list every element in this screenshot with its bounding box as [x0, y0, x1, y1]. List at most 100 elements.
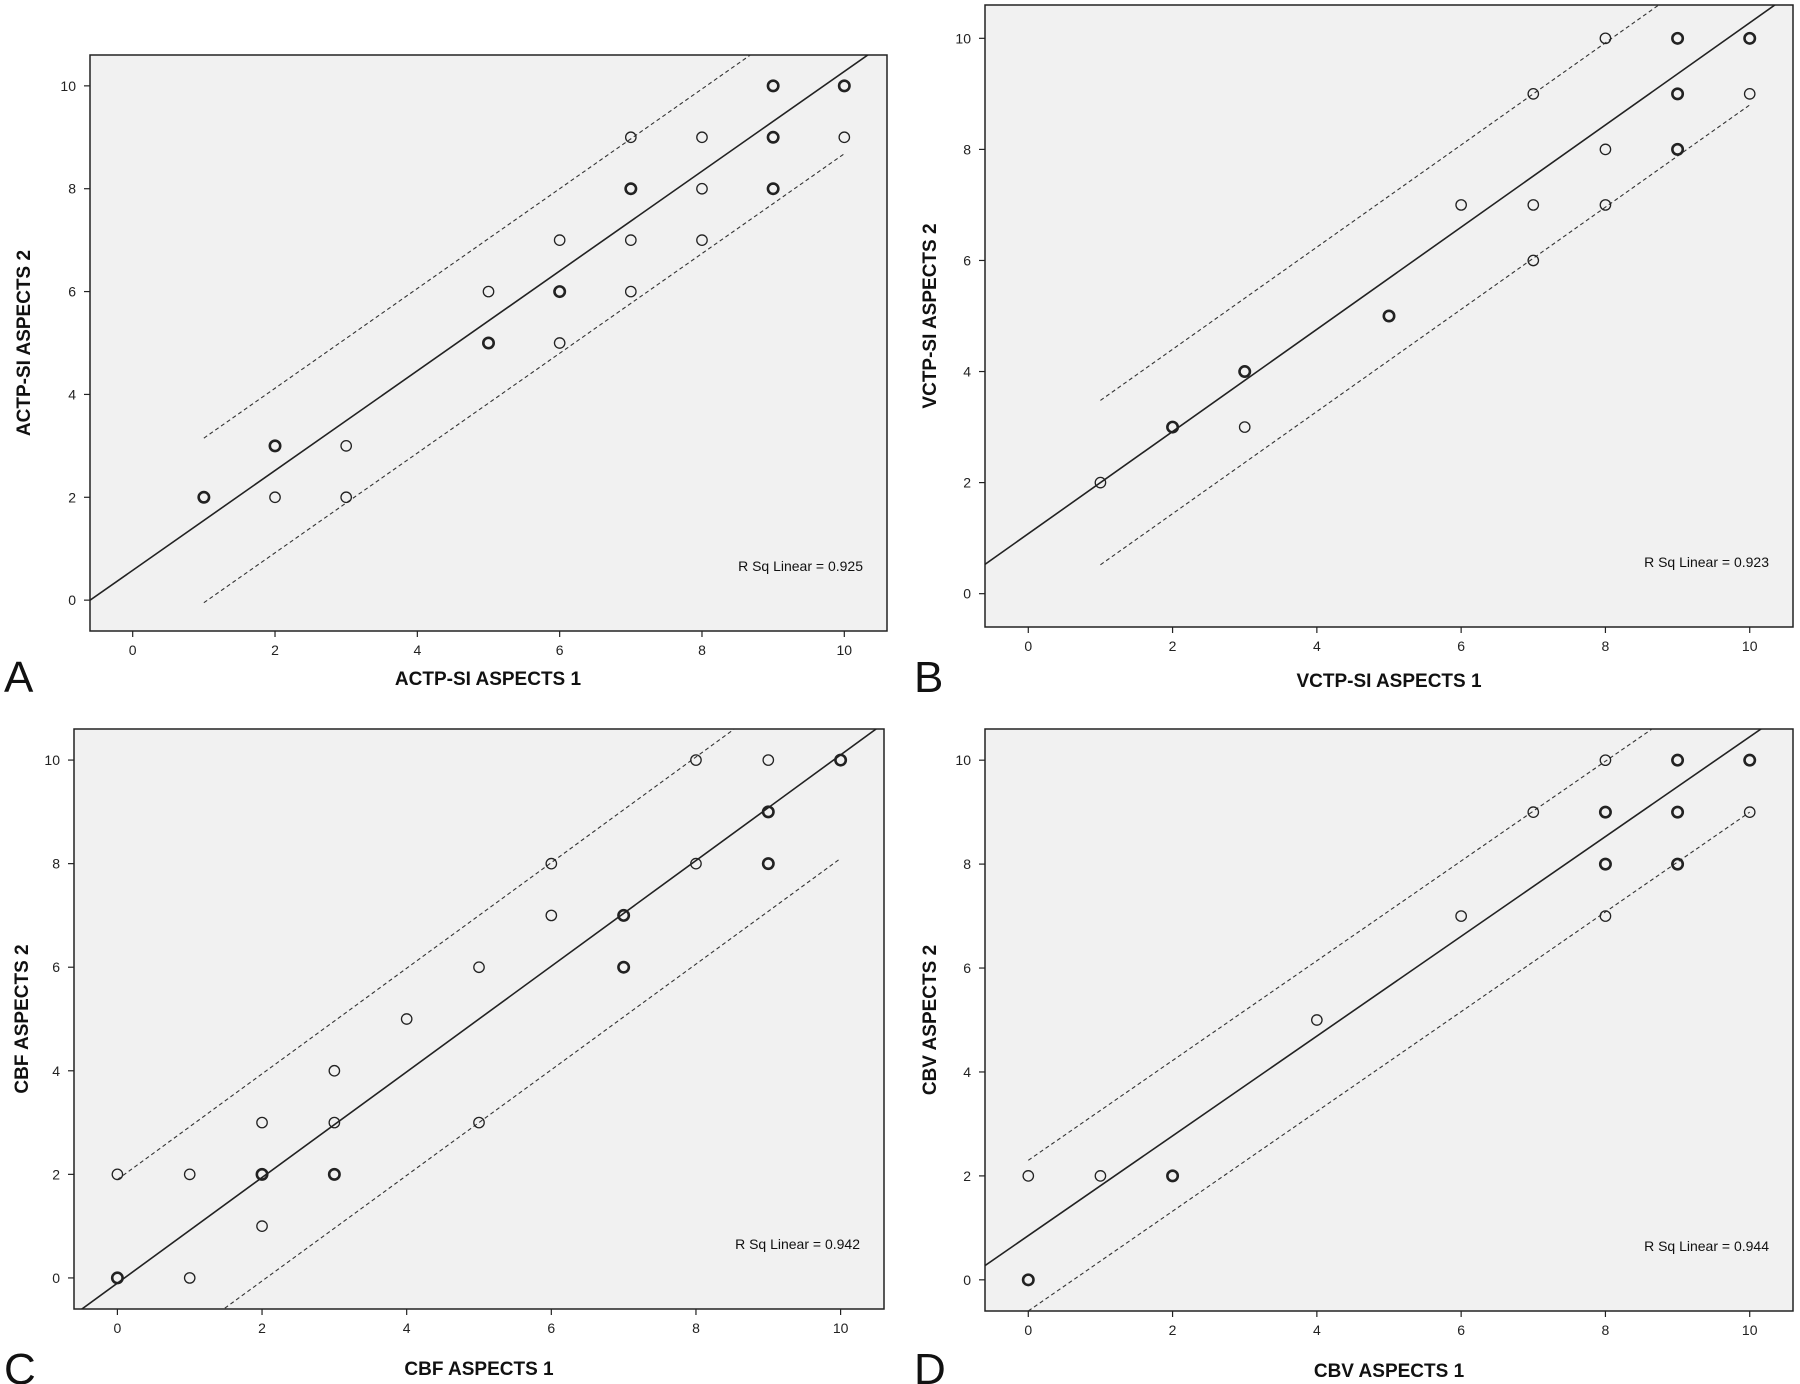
x-tick-label-a-2: 2	[271, 642, 279, 658]
panel-d: D CBV ASPECTS 1 CBV ASPECTS 2 0 2 4 6 8 10 0 2 4…	[914, 728, 1794, 1384]
data-point-d-9-8	[1671, 857, 1685, 871]
data-point-c-9-9	[761, 805, 775, 819]
data-point-a-3-2	[340, 491, 353, 504]
data-point-c-3-3	[328, 1116, 341, 1129]
x-tick-label-b-10: 10	[1742, 638, 1758, 654]
data-point-c-3-4	[328, 1064, 341, 1077]
data-point-a-8-8	[696, 182, 708, 195]
data-point-c-7-6	[617, 960, 631, 974]
data-point-a-2-2	[269, 491, 281, 504]
data-point-c-7-7	[617, 908, 631, 922]
x-axis-title-c: CBF ASPECTS 1	[404, 1359, 554, 1380]
y-tick-label-a-6: 6	[68, 284, 76, 300]
data-point-a-8-9	[696, 131, 708, 144]
data-point-a-8-7	[696, 234, 708, 246]
data-point-d-10-10	[1743, 753, 1757, 767]
r-squared-annotation-d: R Sq Linear = 0.944	[1644, 1238, 1769, 1254]
x-axis-title-d: CBV ASPECTS 1	[1314, 1361, 1465, 1382]
y-tick-label-a-10: 10	[60, 78, 76, 94]
x-tick-label-a-6: 6	[556, 642, 564, 658]
plot-area-d	[984, 728, 1794, 1312]
data-point-d-6-7	[1455, 910, 1467, 922]
data-point-c-3-2	[327, 1167, 341, 1181]
data-point-d-8-9	[1598, 805, 1612, 819]
x-tick-label-d-8: 8	[1602, 1322, 1610, 1338]
y-tick-label-b-2: 2	[963, 475, 971, 491]
x-tick-label-a-10: 10	[837, 642, 853, 658]
data-point-a-6-6	[553, 285, 567, 299]
data-point-b-1-2	[1094, 476, 1107, 489]
upper-interval-line-d	[1027, 729, 1653, 1161]
data-point-a-9-9	[766, 130, 780, 144]
data-point-c-5-3	[473, 1116, 485, 1129]
panel-letter-c: C	[4, 1345, 36, 1384]
data-point-b-8-10	[1599, 32, 1612, 45]
y-axis-title-c: CBF ASPECTS 2	[12, 944, 33, 1093]
data-point-c-6-8	[545, 857, 558, 870]
plot-area-a	[89, 54, 888, 632]
y-tick-label-b-0: 0	[963, 586, 971, 602]
y-tick-label-c-6: 6	[52, 959, 60, 975]
x-tick-label-d-0: 0	[1024, 1322, 1032, 1338]
data-point-b-9-10	[1671, 31, 1685, 45]
y-tick-label-d-2: 2	[963, 1168, 971, 1184]
r-squared-annotation-b: R Sq Linear = 0.923	[1644, 554, 1769, 570]
x-tick-label-d-2: 2	[1169, 1322, 1177, 1338]
y-tick-label-a-0: 0	[68, 592, 76, 608]
y-tick-label-b-4: 4	[963, 364, 971, 380]
data-point-b-9-9	[1671, 87, 1685, 101]
data-point-c-2-2	[255, 1167, 269, 1181]
y-tick-label-d-4: 4	[963, 1064, 971, 1080]
data-point-d-9-10	[1671, 753, 1685, 767]
data-point-d-8-10	[1599, 754, 1612, 767]
x-tick-label-a-4: 4	[413, 642, 421, 658]
fit-line-c	[80, 729, 878, 1309]
data-point-a-6-7	[553, 234, 566, 246]
data-point-d-2-2	[1166, 1169, 1180, 1183]
panel-c: C CBF ASPECTS 1 CBF ASPECTS 2 0 2 4 6 8 10 0 2 4…	[4, 728, 885, 1384]
panel-letter-a: A	[4, 653, 34, 702]
data-point-b-2-3	[1166, 420, 1180, 434]
y-tick-label-b-6: 6	[963, 252, 971, 268]
y-tick-label-b-10: 10	[955, 30, 971, 46]
y-tick-label-a-8: 8	[68, 181, 76, 197]
panel-a: A ACTP-SI ASPECTS 1 ACTP-SI ASPECTS 2 0 2…	[4, 54, 888, 702]
plot-area-b	[984, 4, 1794, 628]
data-point-a-9-10	[766, 79, 780, 93]
data-point-d-1-2	[1094, 1170, 1107, 1182]
data-point-b-7-6	[1527, 254, 1540, 267]
panel-letter-b: B	[914, 653, 943, 702]
x-tick-label-c-4: 4	[403, 1320, 411, 1336]
data-point-b-5-5	[1382, 309, 1396, 323]
data-point-b-7-7	[1527, 199, 1540, 211]
x-axis-title-b: VCTP-SI ASPECTS 1	[1296, 671, 1482, 692]
data-point-b-10-9	[1743, 88, 1756, 100]
data-point-a-6-5	[553, 337, 566, 349]
upper-interval-line-c	[117, 729, 736, 1180]
data-point-c-4-5	[400, 1013, 413, 1025]
data-point-c-8-8	[690, 857, 702, 870]
data-point-c-1-2	[183, 1168, 196, 1181]
fit-line-b	[985, 5, 1777, 566]
y-tick-label-d-6: 6	[963, 960, 971, 976]
x-tick-label-d-10: 10	[1742, 1322, 1758, 1338]
r-squared-annotation-c: R Sq Linear = 0.942	[735, 1236, 860, 1252]
data-point-b-3-4	[1238, 365, 1252, 379]
fit-line-d	[985, 729, 1763, 1267]
x-tick-label-c-6: 6	[547, 1320, 555, 1336]
y-tick-label-b-8: 8	[963, 141, 971, 157]
data-point-a-5-6	[482, 285, 495, 298]
data-point-d-0-2	[1022, 1170, 1035, 1182]
y-tick-label-d-10: 10	[955, 752, 971, 768]
x-tick-label-b-8: 8	[1602, 638, 1610, 654]
data-point-a-7-9	[624, 131, 637, 144]
y-tick-label-a-2: 2	[68, 489, 76, 505]
x-tick-label-a-8: 8	[698, 642, 706, 658]
data-point-a-1-2	[197, 490, 211, 504]
data-point-c-10-10	[834, 753, 848, 767]
data-point-c-8-10	[690, 754, 702, 766]
data-point-b-10-10	[1743, 31, 1757, 45]
data-point-a-7-8	[624, 182, 638, 196]
y-tick-label-d-0: 0	[963, 1272, 971, 1288]
data-point-d-9-9	[1671, 805, 1685, 819]
